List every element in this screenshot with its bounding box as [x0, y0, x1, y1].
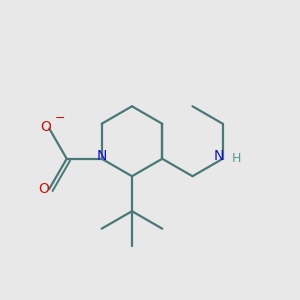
Text: H: H [231, 152, 241, 164]
Text: −: − [55, 112, 65, 125]
Text: N: N [213, 149, 224, 163]
Text: N: N [97, 149, 107, 163]
Text: O: O [38, 182, 50, 196]
Text: O: O [40, 120, 51, 134]
